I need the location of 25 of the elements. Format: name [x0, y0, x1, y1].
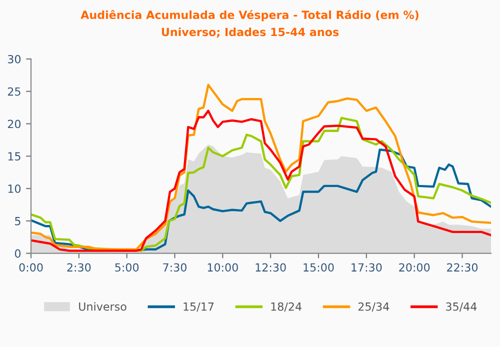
y-tick-label: 20: [8, 120, 21, 128]
chart-title: Audiência Acumulada de Véspera - Total Rádio (em %): [80, 10, 418, 22]
legend-label: 35/44: [446, 302, 477, 312]
legend-label: 25/34: [358, 302, 390, 312]
legend-label: 18/24: [271, 302, 302, 312]
y-tick-label: 10: [8, 184, 21, 193]
x-tick-label: 22:30: [447, 263, 478, 272]
x-tick-label: 17:30: [352, 263, 382, 272]
x-tick-label: 5:00: [115, 263, 139, 272]
x-tick-label: 12:30: [256, 263, 286, 272]
x-tick-label: 7:30: [163, 263, 186, 272]
legend-label: 15/17: [184, 302, 214, 312]
legend-label: Universo: [79, 302, 126, 311]
chart-subtitle: Universo; Idades 15-44 anos: [162, 28, 339, 38]
y-tick-label: 30: [8, 54, 21, 64]
x-tick-label: 0:00: [19, 263, 43, 272]
y-tick-label: 25: [8, 87, 20, 96]
line-series: [31, 84, 491, 251]
y-tick-label: 0: [14, 249, 21, 258]
y-tick-label: 5: [15, 217, 20, 226]
x-tick-label: 15:00: [304, 263, 334, 272]
x-tick-label: 2:30: [67, 263, 91, 272]
y-tick-label: 15: [8, 152, 20, 161]
x-tick-label: 20:00: [399, 263, 430, 272]
x-tick-label: 10:00: [208, 263, 238, 272]
